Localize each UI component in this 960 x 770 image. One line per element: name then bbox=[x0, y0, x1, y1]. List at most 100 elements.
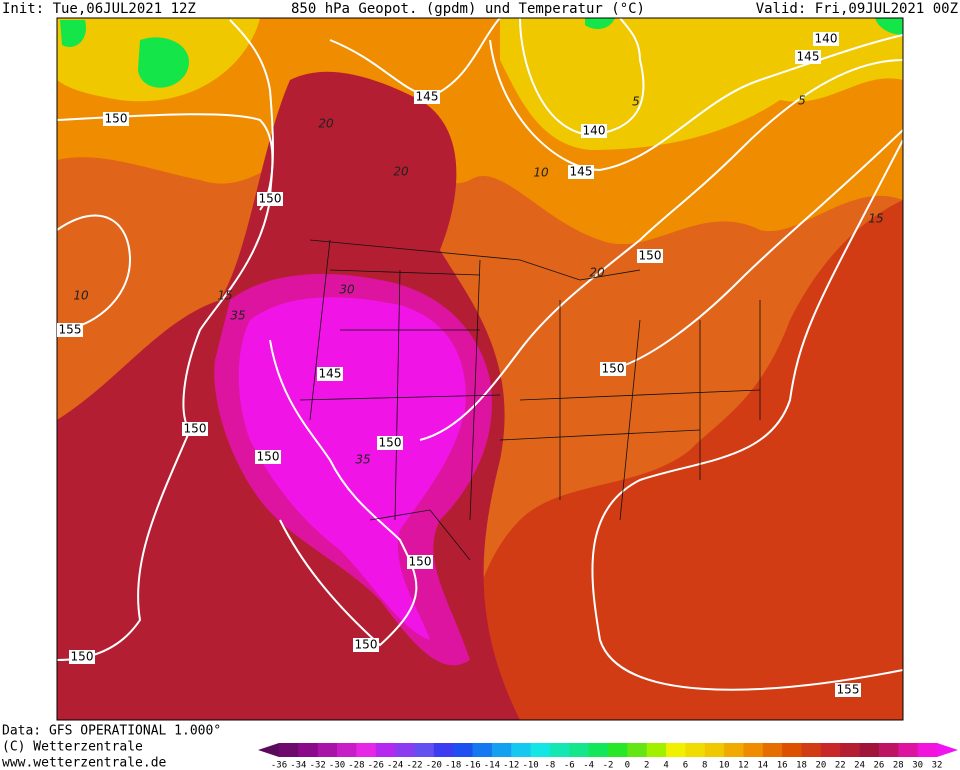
colorbar-tick-label: -16 bbox=[464, 761, 480, 770]
geopotential-label: 150 bbox=[259, 192, 282, 206]
contour-label-box bbox=[69, 650, 95, 664]
contour-label-box bbox=[257, 192, 283, 206]
contour-label-box bbox=[353, 638, 379, 652]
colorbar-box bbox=[491, 743, 512, 757]
colorbar-tick-label: -30 bbox=[329, 761, 345, 770]
map-field bbox=[57, 18, 903, 720]
contour-label-box bbox=[317, 367, 343, 381]
isohypse bbox=[609, 129, 903, 371]
contour-label-box bbox=[795, 50, 821, 64]
colorbar-box bbox=[395, 743, 415, 757]
colorbar-tick-label: -12 bbox=[503, 761, 519, 770]
colorbar-tick-label: 12 bbox=[738, 761, 749, 770]
colorbar-box bbox=[375, 743, 396, 757]
colorbar-box bbox=[627, 743, 648, 757]
colorbar-tick-label: -4 bbox=[583, 761, 594, 770]
colorbar-tick-label: 2 bbox=[644, 761, 649, 770]
colorbar-box bbox=[433, 743, 454, 757]
temperature-label: 35 bbox=[230, 309, 245, 323]
colorbar-box bbox=[685, 743, 706, 757]
isohypse bbox=[57, 113, 274, 661]
colorbar-tick-label: 16 bbox=[777, 761, 788, 770]
colorbar-tick-label: 22 bbox=[835, 761, 846, 770]
geopotential-label: 150 bbox=[639, 249, 662, 263]
colorbar-box bbox=[608, 743, 628, 757]
colorbar-box bbox=[840, 743, 861, 757]
contour-label-box bbox=[637, 249, 663, 263]
geopotential-label: 140 bbox=[815, 32, 838, 46]
temperature-label: 35 bbox=[355, 453, 370, 467]
colorbar-tick-label: 0 bbox=[625, 761, 630, 770]
colorbar-box bbox=[898, 743, 919, 757]
colorbar-tick-label: -24 bbox=[387, 761, 403, 770]
colorbar-box bbox=[530, 743, 551, 757]
colorbar-tick-label: -10 bbox=[522, 761, 538, 770]
colorbar-tick-label: -34 bbox=[290, 761, 306, 770]
contour-label-box bbox=[581, 124, 607, 138]
data-source: Data: GFS OPERATIONAL 1.000° bbox=[2, 724, 221, 739]
colorbar-tick-label: 14 bbox=[757, 761, 768, 770]
colorbar-box bbox=[588, 743, 609, 757]
isohypse bbox=[489, 34, 903, 172]
colorbar-tick-label: -18 bbox=[445, 761, 461, 770]
temperature-label: 15 bbox=[868, 212, 883, 226]
colorbar-tick-label: 26 bbox=[874, 761, 885, 770]
colorbar-box bbox=[298, 743, 319, 757]
geopotential-label: 150 bbox=[602, 362, 625, 376]
colorbar-box bbox=[878, 743, 899, 757]
colorbar-tick-label: 6 bbox=[683, 761, 688, 770]
contour-label-box bbox=[600, 362, 626, 376]
border bbox=[309, 239, 761, 521]
geopotential-label: 150 bbox=[409, 555, 432, 569]
colorbar-tick-label: 24 bbox=[854, 761, 865, 770]
contour-label-box bbox=[182, 422, 208, 436]
field-green bbox=[585, 18, 615, 30]
field-red bbox=[440, 200, 903, 720]
border bbox=[299, 239, 761, 561]
temperature-label: 20 bbox=[589, 266, 605, 280]
temperature-label: 5 bbox=[798, 94, 806, 108]
colorbar-arrow bbox=[937, 743, 958, 757]
colorbar-arrow bbox=[258, 743, 279, 757]
colorbar-box bbox=[414, 743, 435, 757]
colorbar-box bbox=[279, 743, 299, 757]
field-green bbox=[875, 18, 903, 35]
isohypse bbox=[591, 139, 903, 691]
temperature-label: 15 bbox=[217, 289, 232, 303]
colorbar-box bbox=[666, 743, 686, 757]
colorbar-box bbox=[743, 743, 764, 757]
colorbar-box bbox=[704, 743, 725, 757]
contour-label-box bbox=[255, 450, 281, 464]
colorbar-box bbox=[724, 743, 744, 757]
geopotential-label: 155 bbox=[837, 683, 860, 697]
colorbar-tick-label: -14 bbox=[484, 761, 500, 770]
colorbar-tick-label: 20 bbox=[815, 761, 826, 770]
colorbar-box bbox=[337, 743, 357, 757]
colorbar-tick-label: 30 bbox=[912, 761, 923, 770]
colorbar-box bbox=[917, 743, 938, 757]
temperature-label: 20 bbox=[393, 165, 409, 179]
colorbar-box bbox=[820, 743, 841, 757]
isohypse bbox=[419, 59, 903, 441]
colorbar-tick-label: 28 bbox=[893, 761, 904, 770]
geopotential-label: 155 bbox=[59, 323, 82, 337]
temperature-label: 10 bbox=[533, 166, 549, 180]
colorbar-tick-label: 10 bbox=[719, 761, 730, 770]
valid-time: Valid: Fri,09JUL2021 00Z bbox=[756, 1, 958, 17]
colorbar-box bbox=[859, 743, 880, 757]
geopotential-label: 150 bbox=[379, 436, 402, 450]
field-green bbox=[60, 20, 86, 48]
colorbar-tick-label: -8 bbox=[545, 761, 556, 770]
geopotential-label: 150 bbox=[355, 638, 378, 652]
colorbar-box bbox=[646, 743, 667, 757]
contour-label-box bbox=[407, 555, 433, 569]
temperature-label: 20 bbox=[318, 117, 334, 131]
colorbar-box bbox=[317, 743, 338, 757]
colorbar-tick-label: -2 bbox=[603, 761, 614, 770]
copyright: (C) Wetterzentrale bbox=[2, 740, 143, 755]
geopotential-label: 145 bbox=[319, 367, 342, 381]
colorbar-box bbox=[472, 743, 493, 757]
colorbar-box bbox=[549, 743, 570, 757]
colorbar-tick-label: 32 bbox=[932, 761, 943, 770]
